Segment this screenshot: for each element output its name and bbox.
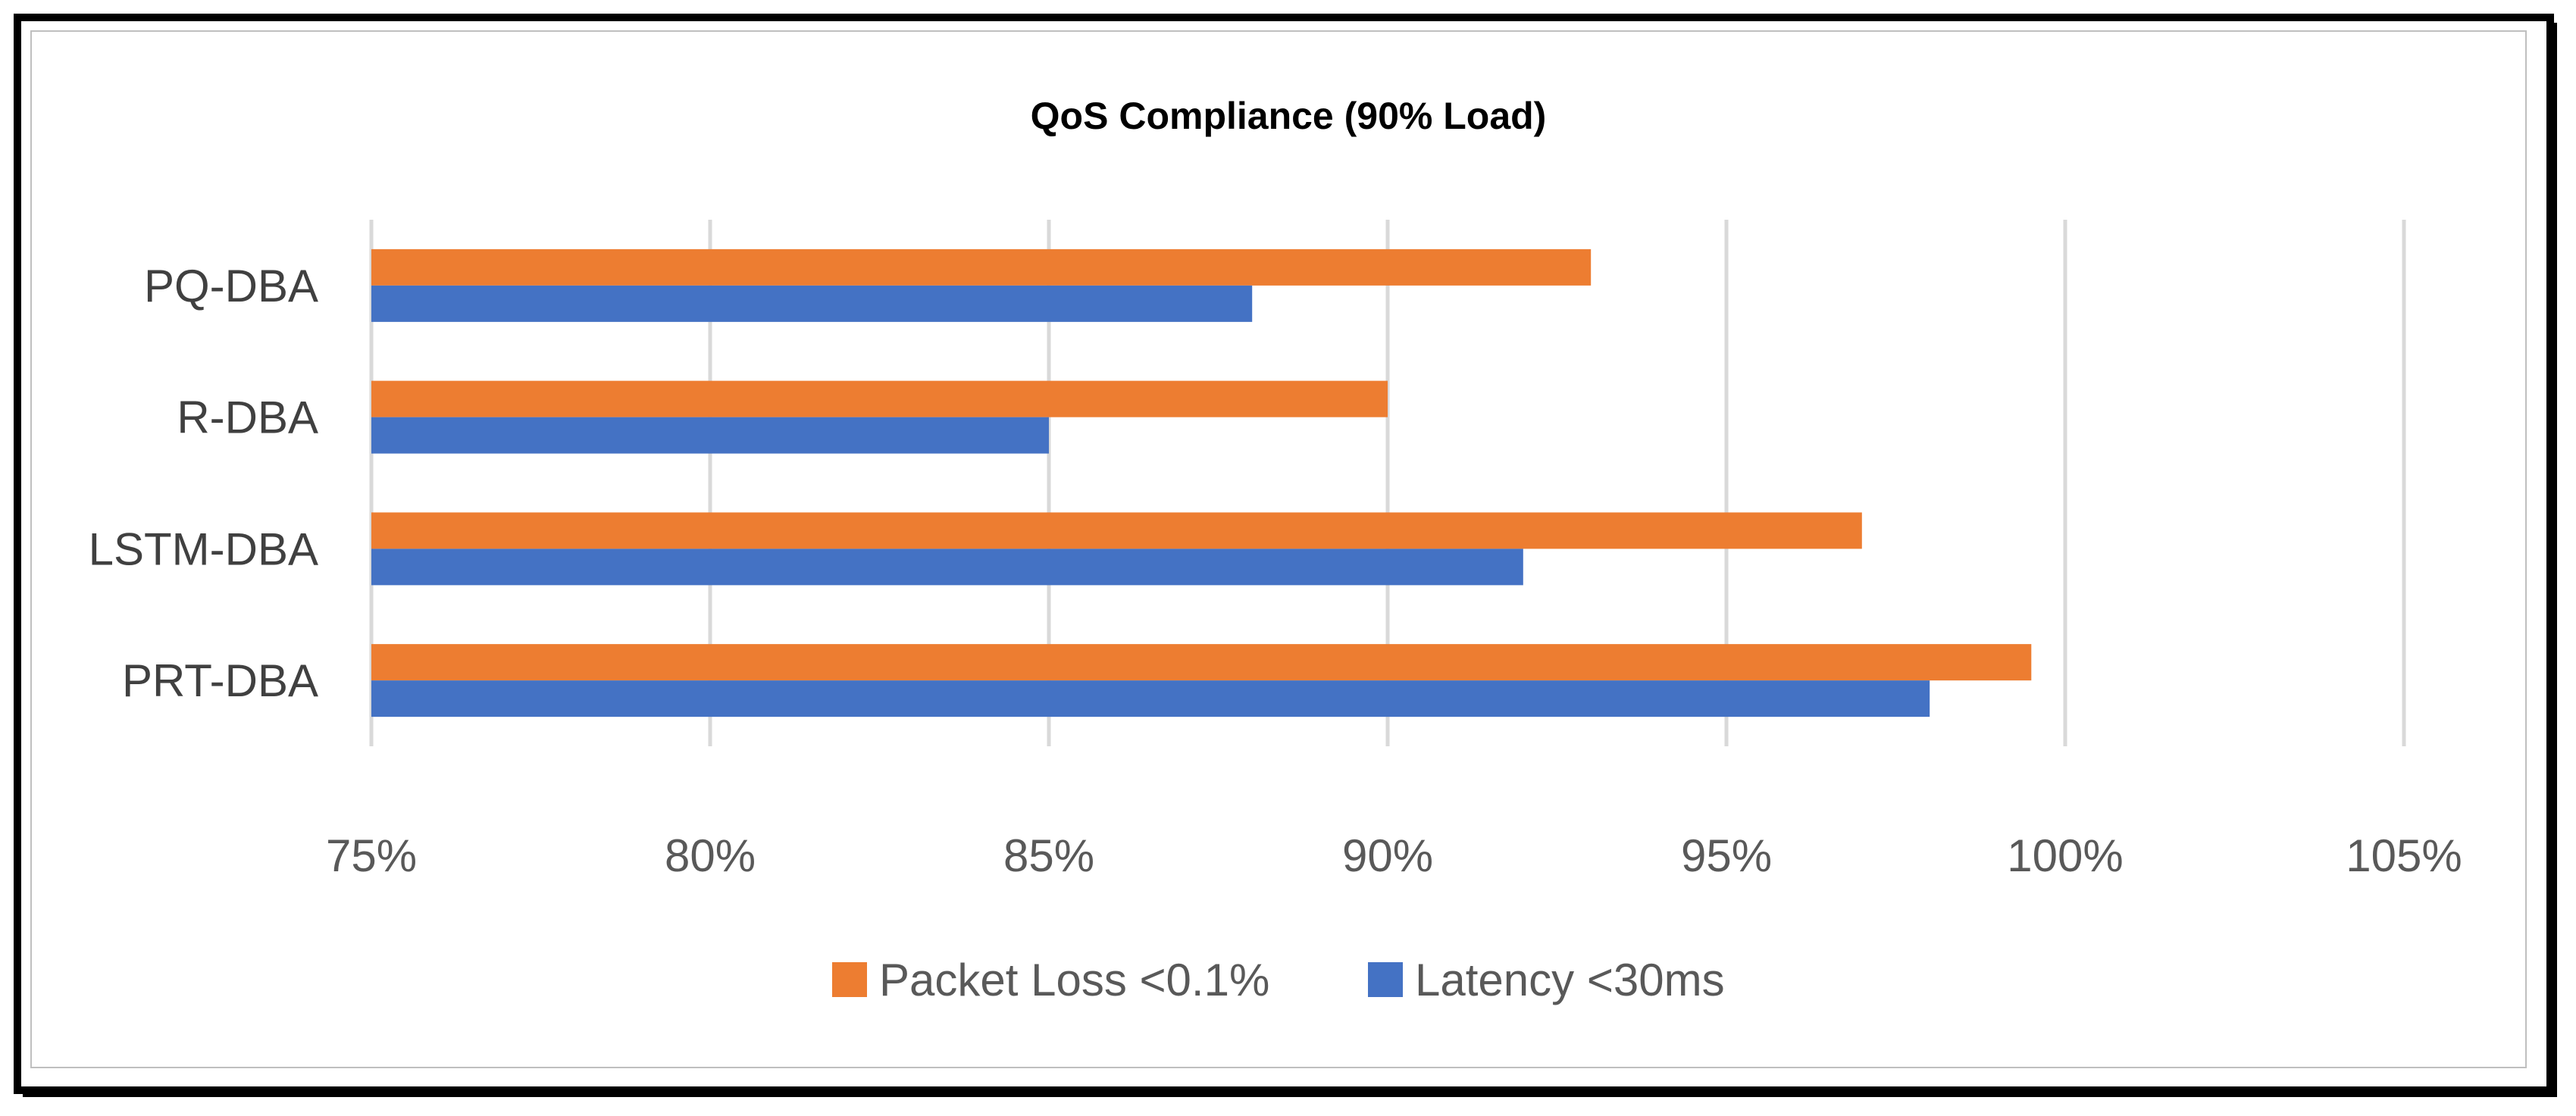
x-tick-label: 85%	[1003, 830, 1094, 881]
x-tick-label: 100%	[2007, 830, 2123, 881]
y-category-label: PQ-DBA	[144, 261, 318, 311]
x-tick-label: 105%	[2346, 830, 2462, 881]
x-tick-label: 90%	[1342, 830, 1433, 881]
bar-prt-dba-packet-loss	[371, 644, 2032, 681]
bar-pq-dba-latency	[371, 285, 1253, 322]
x-tick-label: 80%	[665, 830, 756, 881]
legend-label: Latency <30ms	[1415, 955, 1725, 1005]
y-axis-labels: PQ-DBA R-DBA LSTM-DBA PRT-DBA	[89, 261, 318, 706]
bar-r-dba-latency	[371, 417, 1049, 454]
x-axis-labels: 75% 80% 85% 90% 95% 100% 105%	[326, 830, 2462, 881]
bar-pq-dba-packet-loss	[371, 249, 1592, 286]
bar-prt-dba-latency	[371, 680, 1930, 717]
bar-lstm-dba-packet-loss	[371, 512, 1862, 549]
legend-swatch	[1368, 962, 1403, 997]
x-tick-label: 95%	[1681, 830, 1772, 881]
y-category-label: PRT-DBA	[122, 655, 318, 706]
y-category-label: LSTM-DBA	[89, 524, 318, 574]
y-category-label: R-DBA	[177, 392, 318, 443]
bars	[371, 249, 2032, 717]
legend-label: Packet Loss <0.1%	[879, 955, 1269, 1005]
legend: Packet Loss <0.1% Latency <30ms	[832, 955, 1725, 1005]
bar-r-dba-packet-loss	[371, 380, 1388, 417]
x-tick-label: 75%	[326, 830, 417, 881]
bar-lstm-dba-latency	[371, 549, 1523, 586]
legend-swatch	[832, 962, 867, 997]
chart-title: QoS Compliance (90% Load)	[1031, 95, 1547, 137]
